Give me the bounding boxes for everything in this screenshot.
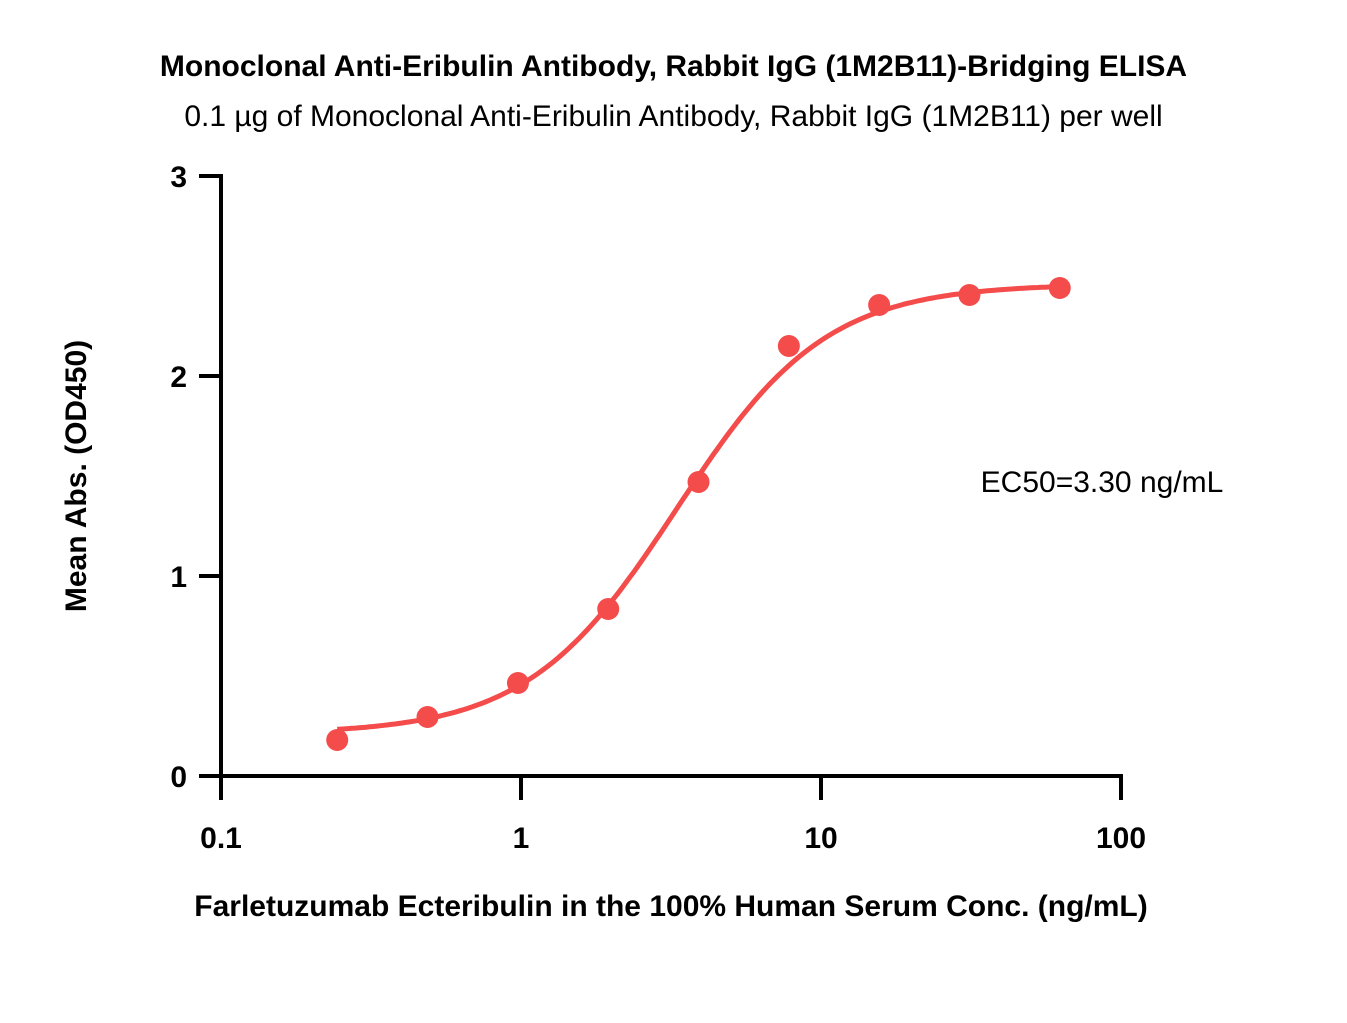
x-tick-label: 1 — [513, 822, 530, 855]
data-point — [958, 284, 981, 306]
data-point — [597, 598, 620, 620]
y-tick-label: 3 — [170, 161, 187, 194]
x-tick-label: 100 — [1096, 822, 1146, 855]
x-tick-label: 10 — [804, 822, 837, 855]
data-point — [687, 471, 710, 493]
data-point — [506, 672, 529, 694]
x-tick-label: 0.1 — [200, 822, 242, 855]
data-point — [1048, 277, 1071, 299]
y-axis-label: Mean Abs. (OD450) — [60, 340, 93, 612]
chart-title: Monoclonal Anti-Eribulin Antibody, Rabbi… — [159, 50, 1188, 83]
data-point — [326, 729, 349, 751]
y-tick-label: 0 — [170, 761, 187, 794]
ec50-annotation: EC50=3.30 ng/mL — [981, 466, 1224, 499]
data-point — [777, 335, 800, 357]
y-tick-label: 1 — [170, 561, 187, 594]
x-axis-label: Farletuzumab Ecteribulin in the 100% Hum… — [194, 890, 1147, 923]
fit-curve — [337, 284, 1060, 732]
chart-subtitle: 0.1 µg of Monoclonal Anti-Eribulin Antib… — [184, 100, 1163, 133]
data-point — [416, 706, 439, 728]
y-tick-label: 2 — [170, 361, 187, 394]
data-point — [868, 294, 891, 316]
